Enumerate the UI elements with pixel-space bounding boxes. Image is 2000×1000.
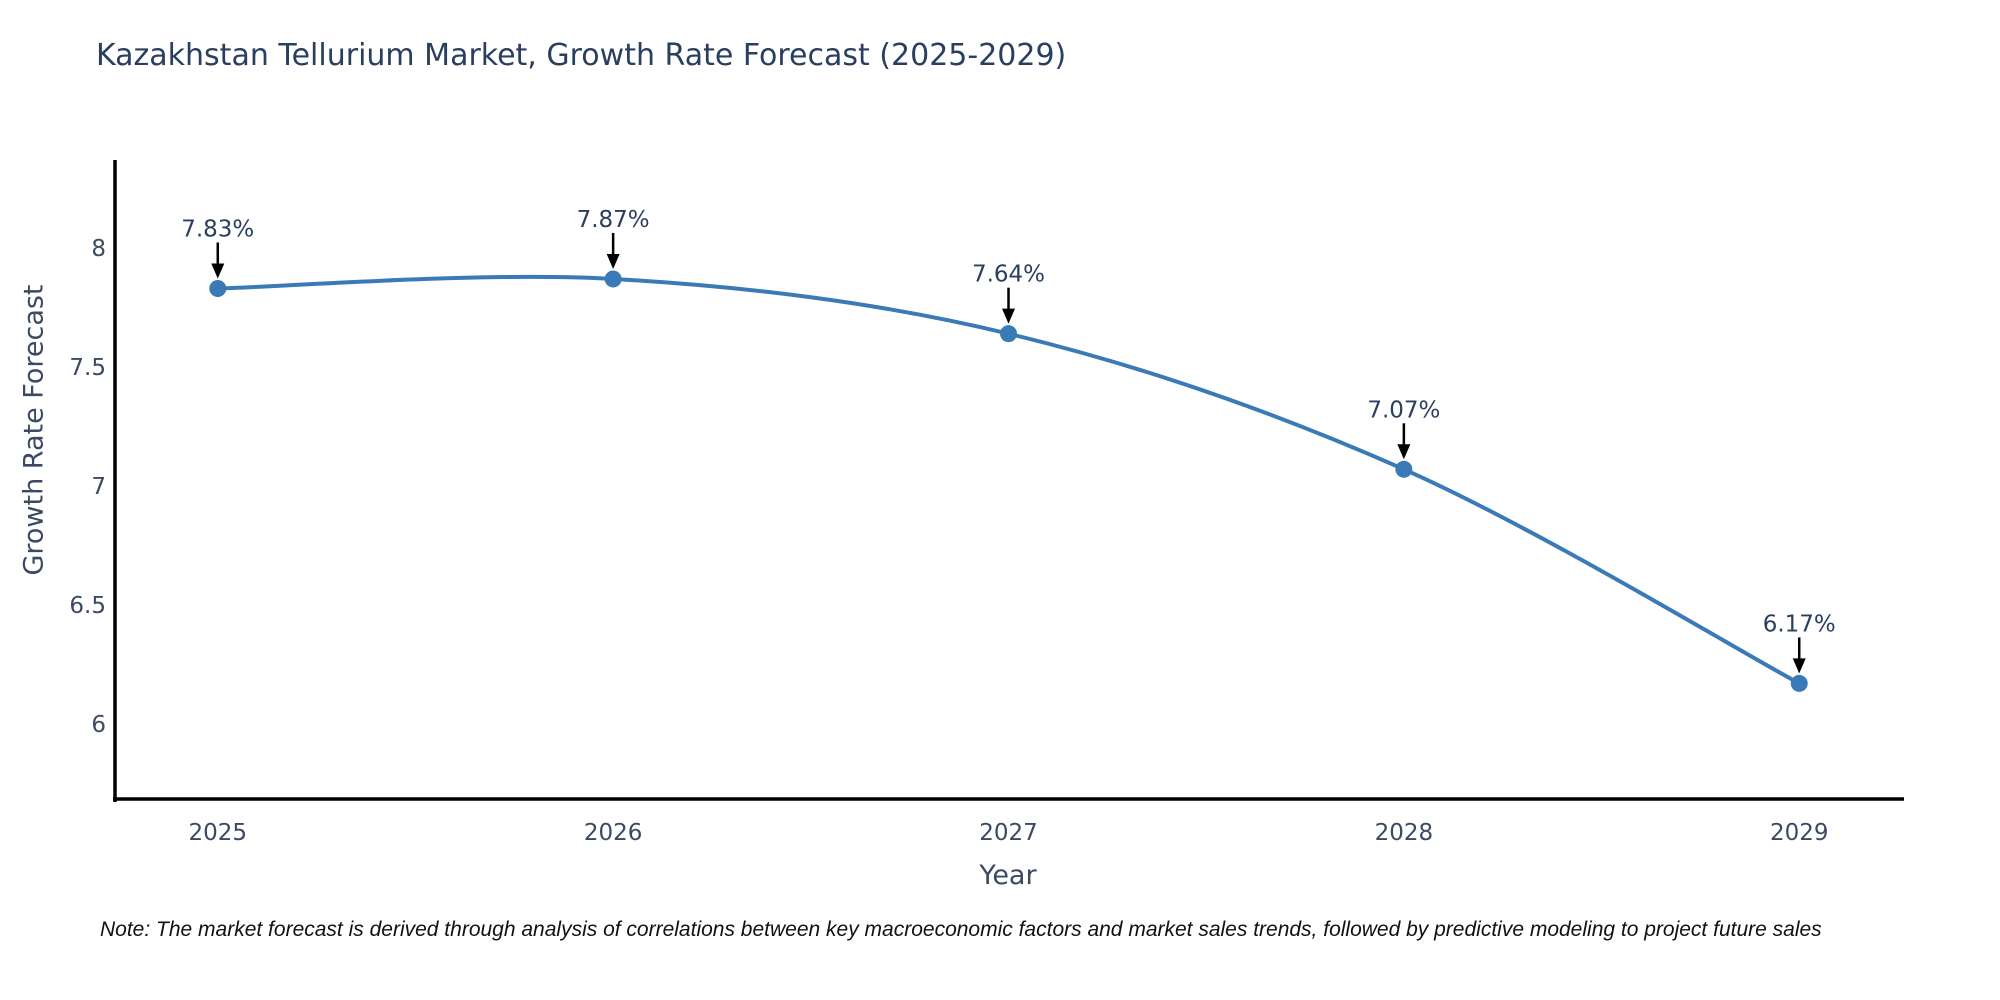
data-point-marker [604, 270, 622, 288]
y-tick-label: 7 [91, 474, 106, 500]
chart-title: Kazakhstan Tellurium Market, Growth Rate… [96, 38, 1067, 73]
annotation-arrowhead [1792, 658, 1806, 674]
annotation-label: 7.07% [1367, 397, 1440, 423]
annotation-arrowhead [1002, 308, 1015, 324]
x-tick-label: 2028 [1375, 820, 1434, 846]
x-tick-label: 2029 [1770, 820, 1829, 846]
data-point-marker [1790, 674, 1808, 692]
y-tick-label: 6 [91, 712, 106, 738]
y-tick-label: 6.5 [69, 593, 106, 619]
annotation-arrowhead [1397, 444, 1411, 460]
annotation-label: 7.83% [181, 216, 254, 242]
data-point-marker [209, 279, 227, 297]
x-tick-label: 2025 [188, 820, 247, 846]
y-tick-label: 8 [91, 236, 106, 262]
x-tick-label: 2027 [979, 820, 1038, 846]
x-tick-label: 2026 [584, 820, 643, 846]
y-tick-label: 7.5 [69, 355, 106, 381]
x-axis-title: Year [979, 860, 1037, 891]
annotation-label: 7.64% [972, 262, 1045, 288]
data-point-marker [1395, 460, 1413, 478]
annotation-arrowhead [606, 253, 620, 269]
y-axis-title: Growth Rate Forecast [18, 284, 50, 576]
footnote: Note: The market forecast is derived thr… [100, 918, 1822, 941]
data-point-marker [1000, 325, 1017, 343]
annotation-arrowhead [211, 263, 225, 279]
annotation-label: 6.17% [1763, 611, 1836, 637]
annotation-label: 7.87% [577, 207, 650, 233]
